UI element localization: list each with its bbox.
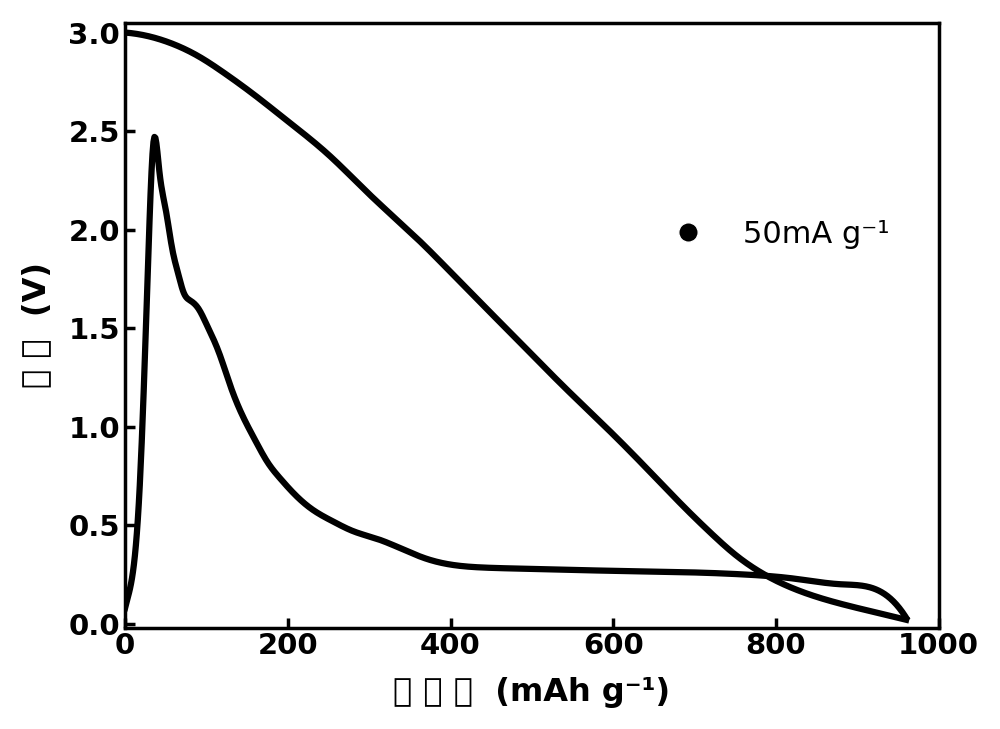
X-axis label: 比 容 量  (mAh g⁻¹): 比 容 量 (mAh g⁻¹) [393,677,670,708]
Legend: 50mA g⁻¹: 50mA g⁻¹ [645,207,901,261]
Y-axis label: 电 压  (V): 电 压 (V) [21,262,52,388]
